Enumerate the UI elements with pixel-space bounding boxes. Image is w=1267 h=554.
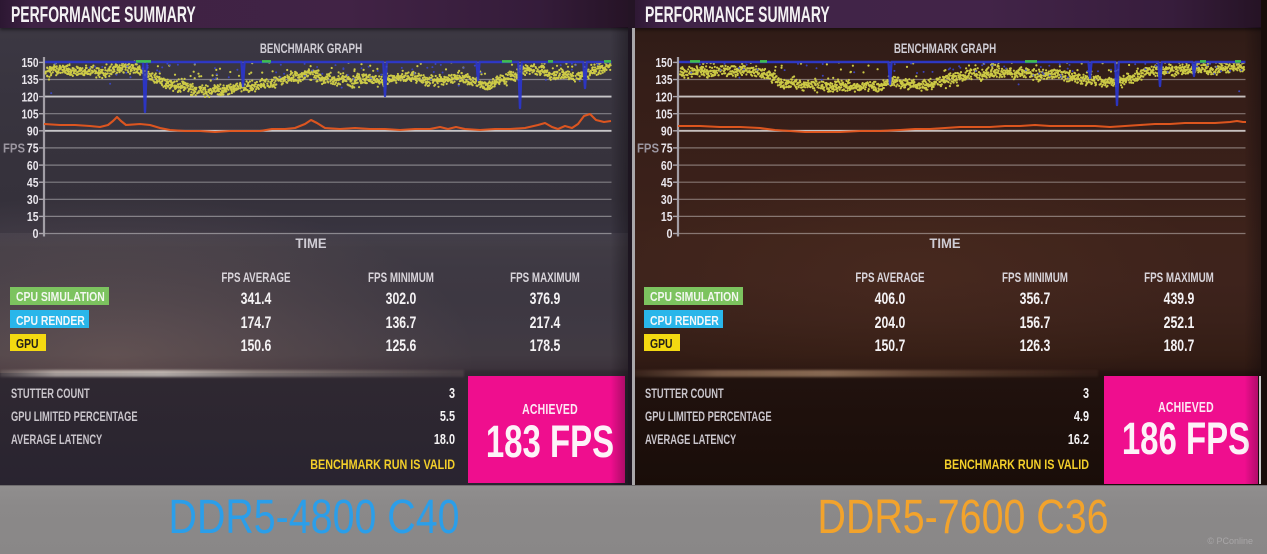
svg-text:105: 105	[656, 106, 673, 121]
svg-text:150: 150	[656, 55, 673, 70]
svg-text:135: 135	[22, 72, 39, 87]
svg-text:75: 75	[661, 141, 673, 156]
svg-text:0: 0	[667, 226, 673, 241]
svg-text:75: 75	[27, 141, 39, 156]
svg-text:90: 90	[661, 124, 673, 139]
svg-text:30: 30	[661, 192, 673, 207]
svg-text:135: 135	[656, 72, 673, 87]
svg-text:FPS: FPS	[3, 141, 25, 156]
svg-text:0: 0	[33, 226, 39, 241]
svg-text:FPS: FPS	[637, 141, 659, 156]
svg-text:30: 30	[27, 192, 39, 207]
svg-text:45: 45	[661, 175, 673, 190]
svg-text:150: 150	[22, 55, 39, 70]
svg-text:105: 105	[22, 106, 39, 121]
svg-text:60: 60	[661, 158, 673, 173]
svg-text:15: 15	[27, 209, 39, 224]
svg-text:60: 60	[27, 158, 39, 173]
svg-text:120: 120	[22, 89, 39, 104]
svg-text:45: 45	[27, 175, 39, 190]
svg-text:15: 15	[661, 209, 673, 224]
svg-text:90: 90	[27, 124, 39, 139]
svg-text:120: 120	[656, 89, 673, 104]
